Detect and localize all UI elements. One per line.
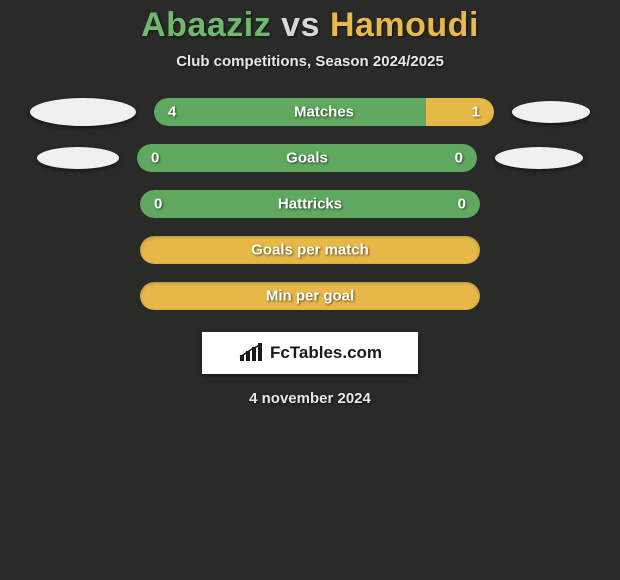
stat-row: 0 Goals 0: [0, 144, 620, 172]
stat-row: 4 Matches 1: [0, 98, 620, 126]
page-title: Abaaziz vs Hamoudi: [141, 6, 479, 45]
left-value: 0: [154, 196, 162, 213]
left-value: 0: [151, 150, 159, 167]
subtitle: Club competitions, Season 2024/2025: [176, 53, 444, 70]
logo-text: FcTables.com: [270, 343, 382, 363]
stat-label: Min per goal: [266, 288, 354, 305]
player1-name: Abaaziz: [141, 6, 271, 44]
logo-badge: FcTables.com: [202, 332, 418, 374]
player2-name: Hamoudi: [330, 6, 479, 44]
stat-bar: 4 Matches 1: [154, 98, 494, 126]
stat-rows: 4 Matches 1 0 Goals 0 0 Hattricks 0 Goals per mat…: [0, 98, 620, 310]
bars-icon: [238, 343, 264, 363]
stat-bar: 0 Hattricks 0: [140, 190, 480, 218]
stat-row: Goals per match: [0, 236, 620, 264]
date-text: 4 november 2024: [249, 390, 371, 407]
stat-bar: Goals per match: [140, 236, 480, 264]
stat-bar: 0 Goals 0: [137, 144, 477, 172]
right-ellipse: [495, 147, 583, 169]
right-value: 0: [458, 196, 466, 213]
vs-text: vs: [281, 6, 320, 44]
stat-row: Min per goal: [0, 282, 620, 310]
right-ellipse: [512, 101, 590, 123]
stat-label: Goals: [286, 150, 328, 167]
left-value: 4: [168, 104, 176, 121]
stat-label: Goals per match: [251, 242, 369, 259]
left-ellipse: [37, 147, 119, 169]
stat-label: Hattricks: [278, 196, 342, 213]
left-ellipse: [30, 98, 136, 126]
right-value: 0: [455, 150, 463, 167]
stat-label: Matches: [294, 104, 354, 121]
right-value: 1: [472, 104, 480, 121]
stats-card: Abaaziz vs Hamoudi Club competitions, Se…: [0, 0, 620, 407]
stat-row: 0 Hattricks 0: [0, 190, 620, 218]
stat-bar: Min per goal: [140, 282, 480, 310]
